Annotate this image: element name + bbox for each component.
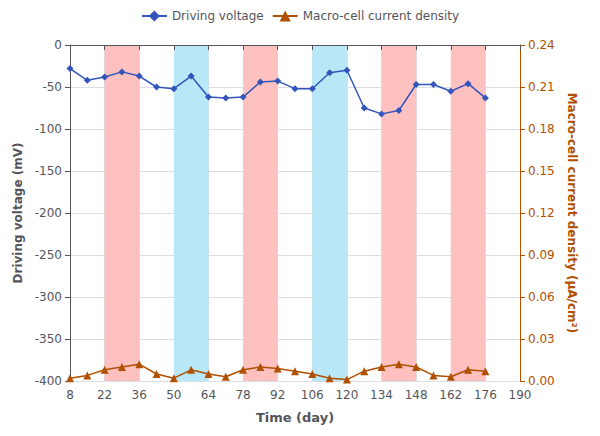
- svg-text:8: 8: [66, 388, 74, 402]
- svg-text:120: 120: [335, 388, 358, 402]
- svg-text:-100: -100: [35, 122, 62, 136]
- svg-text:Macro-cell current density (μA: Macro-cell current density (μA/cm²): [565, 93, 579, 334]
- svg-text:-300: -300: [35, 290, 62, 304]
- svg-text:-50: -50: [42, 80, 62, 94]
- svg-text:0.12: 0.12: [528, 206, 555, 220]
- svg-text:190: 190: [509, 388, 532, 402]
- svg-text:Driving voltage: Driving voltage: [172, 9, 264, 23]
- svg-text:0.03: 0.03: [528, 332, 555, 346]
- svg-text:22: 22: [97, 388, 112, 402]
- svg-text:162: 162: [439, 388, 462, 402]
- svg-text:0.24: 0.24: [528, 38, 555, 52]
- svg-text:Driving voltage (mV): Driving voltage (mV): [11, 143, 25, 284]
- svg-text:134: 134: [370, 388, 393, 402]
- svg-text:Macro-cell current density: Macro-cell current density: [303, 9, 459, 23]
- svg-text:-200: -200: [35, 206, 62, 220]
- svg-text:64: 64: [201, 388, 216, 402]
- svg-text:78: 78: [235, 388, 250, 402]
- svg-text:0.18: 0.18: [528, 122, 555, 136]
- svg-text:-250: -250: [35, 248, 62, 262]
- svg-text:-150: -150: [35, 164, 62, 178]
- svg-text:0.21: 0.21: [528, 80, 555, 94]
- svg-text:0.00: 0.00: [528, 374, 555, 388]
- svg-text:106: 106: [301, 388, 324, 402]
- svg-text:0.06: 0.06: [528, 290, 555, 304]
- svg-text:Time (day): Time (day): [256, 410, 334, 425]
- svg-text:50: 50: [166, 388, 181, 402]
- svg-text:0: 0: [54, 38, 62, 52]
- svg-text:176: 176: [474, 388, 497, 402]
- svg-text:-400: -400: [35, 374, 62, 388]
- svg-text:0.15: 0.15: [528, 164, 555, 178]
- svg-text:0.09: 0.09: [528, 248, 555, 262]
- svg-text:36: 36: [132, 388, 147, 402]
- svg-text:-350: -350: [35, 332, 62, 346]
- svg-text:148: 148: [405, 388, 428, 402]
- svg-text:92: 92: [270, 388, 285, 402]
